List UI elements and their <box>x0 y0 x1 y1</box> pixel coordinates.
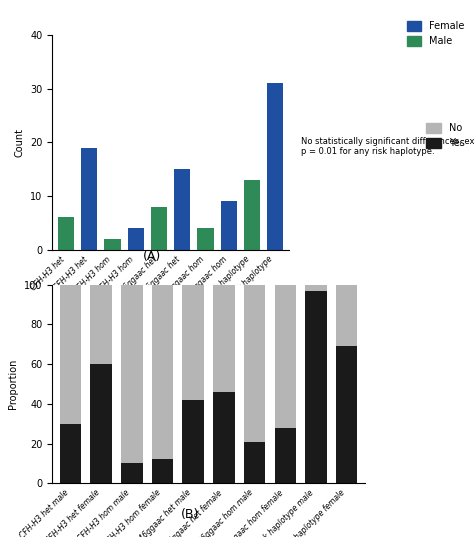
Bar <box>152 285 173 460</box>
Bar <box>336 346 357 483</box>
Bar <box>60 285 81 424</box>
Bar <box>60 424 81 483</box>
Legend: No, Yes: No, Yes <box>426 123 465 148</box>
Bar <box>244 441 265 483</box>
Bar <box>220 201 237 250</box>
Bar <box>305 285 327 291</box>
Bar <box>81 148 98 250</box>
Bar <box>197 228 214 250</box>
Bar <box>91 285 112 364</box>
Bar <box>213 285 235 392</box>
Y-axis label: Count: Count <box>15 128 25 157</box>
Bar <box>213 392 235 483</box>
Text: (B): (B) <box>181 508 199 521</box>
Bar <box>121 463 143 483</box>
Bar <box>182 285 204 400</box>
Bar <box>128 228 144 250</box>
Bar <box>305 291 327 483</box>
Bar <box>244 180 260 250</box>
Bar <box>151 207 167 250</box>
Bar <box>91 364 112 483</box>
Bar <box>104 239 121 250</box>
Bar <box>336 285 357 346</box>
Bar <box>174 169 191 250</box>
Legend: Female, Male: Female, Male <box>407 21 465 46</box>
Bar <box>274 285 296 427</box>
Bar <box>121 285 143 463</box>
Text: No statistically significant differences, except:
p = 0.01 for any risk haplotyp: No statistically significant differences… <box>301 137 474 156</box>
Bar <box>152 460 173 483</box>
Bar <box>58 217 74 250</box>
Y-axis label: Proportion: Proportion <box>9 359 18 409</box>
Bar <box>267 83 283 250</box>
Bar <box>274 427 296 483</box>
Text: (A): (A) <box>143 250 161 264</box>
Bar <box>182 400 204 483</box>
Bar <box>244 285 265 441</box>
